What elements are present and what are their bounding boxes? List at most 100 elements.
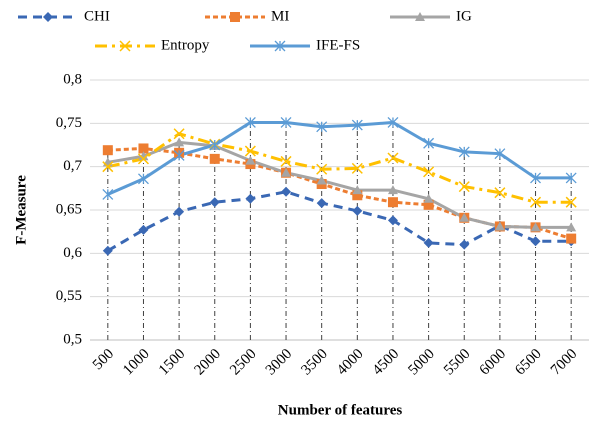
series-line — [107, 120, 572, 196]
marker — [494, 221, 505, 231]
y-tick-label: 0,75 — [56, 115, 82, 131]
marker — [351, 162, 363, 174]
y-tick-label: 0,55 — [56, 288, 82, 304]
marker — [530, 222, 541, 232]
x-tick-label: 5500 — [441, 346, 474, 379]
x-tick-label: 3000 — [263, 346, 296, 379]
marker — [530, 172, 541, 184]
marker-shape — [173, 128, 185, 140]
marker — [173, 149, 185, 161]
marker-shape — [281, 167, 292, 177]
marker — [351, 119, 363, 131]
marker-shape — [102, 145, 113, 156]
x-tick-label: 6500 — [512, 346, 545, 379]
marker-shape — [459, 239, 470, 250]
marker — [352, 205, 363, 216]
marker-shape — [102, 188, 114, 200]
marker-shape — [387, 185, 398, 195]
marker-shape — [351, 119, 363, 131]
marker-shape — [494, 148, 506, 160]
marker-shape — [423, 193, 434, 203]
marker-shape — [351, 162, 363, 174]
x-tick-label: 2000 — [191, 346, 224, 379]
marker-shape — [245, 193, 256, 204]
y-tick-label: 0,5 — [63, 331, 82, 347]
marker-shape — [566, 222, 577, 232]
marker-shape — [274, 40, 286, 52]
marker — [423, 166, 435, 178]
legend-label: CHI — [84, 8, 110, 24]
marker — [459, 212, 470, 222]
marker — [423, 237, 434, 248]
marker — [245, 193, 256, 204]
marker — [423, 193, 434, 203]
marker — [458, 146, 470, 158]
marker — [174, 206, 185, 217]
x-tick-label: 6000 — [477, 346, 510, 379]
marker-shape — [43, 12, 53, 22]
marker-shape — [387, 117, 399, 128]
marker-shape — [316, 121, 328, 133]
x-tick-label: 7000 — [548, 346, 581, 379]
marker-shape — [530, 196, 542, 208]
marker-shape — [423, 199, 434, 210]
marker-shape — [423, 137, 435, 149]
marker-shape — [138, 143, 149, 154]
marker-shape — [566, 233, 577, 244]
x-tick-label: 500 — [90, 346, 117, 373]
marker-shape — [423, 237, 434, 248]
marker-shape — [352, 190, 363, 201]
legend-label: MI — [271, 8, 289, 24]
marker — [244, 117, 256, 128]
marker — [387, 215, 398, 226]
x-tick-label: 4000 — [334, 346, 367, 379]
legend-label: IFE-FS — [316, 37, 360, 53]
series-line — [107, 190, 572, 253]
marker — [566, 233, 577, 244]
marker-shape — [173, 149, 185, 161]
legend-label: Entropy — [161, 37, 210, 53]
x-tick-label: 5000 — [405, 346, 438, 379]
marker-shape — [387, 152, 399, 164]
marker — [494, 148, 506, 160]
marker-shape — [137, 153, 149, 165]
marker — [280, 117, 292, 128]
marker — [423, 199, 434, 210]
marker — [566, 222, 577, 232]
marker — [102, 161, 114, 173]
marker-shape — [387, 197, 398, 208]
series-line — [107, 140, 572, 229]
marker-shape — [530, 236, 541, 247]
marker-shape — [458, 181, 470, 193]
marker-shape — [119, 40, 131, 52]
marker — [316, 198, 327, 209]
marker-shape — [316, 175, 327, 185]
marker — [138, 224, 149, 235]
marker — [138, 143, 149, 154]
marker — [316, 175, 327, 185]
marker — [387, 152, 399, 164]
marker — [530, 236, 541, 247]
marker-shape — [423, 166, 435, 178]
marker — [415, 12, 425, 21]
x-axis-label: Number of features — [278, 402, 403, 418]
x-tick-label: 1000 — [120, 346, 153, 379]
x-tick-label: 3500 — [298, 346, 331, 379]
marker-shape — [209, 197, 220, 208]
marker — [274, 40, 286, 52]
y-tick-label: 0,8 — [63, 71, 82, 87]
marker-shape — [316, 198, 327, 209]
marker-shape — [174, 206, 185, 217]
marker — [102, 245, 113, 256]
marker — [43, 12, 53, 22]
marker-shape — [244, 145, 256, 157]
marker-shape — [230, 12, 240, 22]
marker — [209, 139, 221, 151]
marker — [244, 145, 256, 157]
marker-shape — [459, 212, 470, 222]
marker-shape — [138, 151, 149, 161]
marker — [565, 172, 577, 184]
marker-shape — [245, 155, 256, 165]
marker — [280, 155, 292, 167]
marker — [173, 128, 185, 140]
